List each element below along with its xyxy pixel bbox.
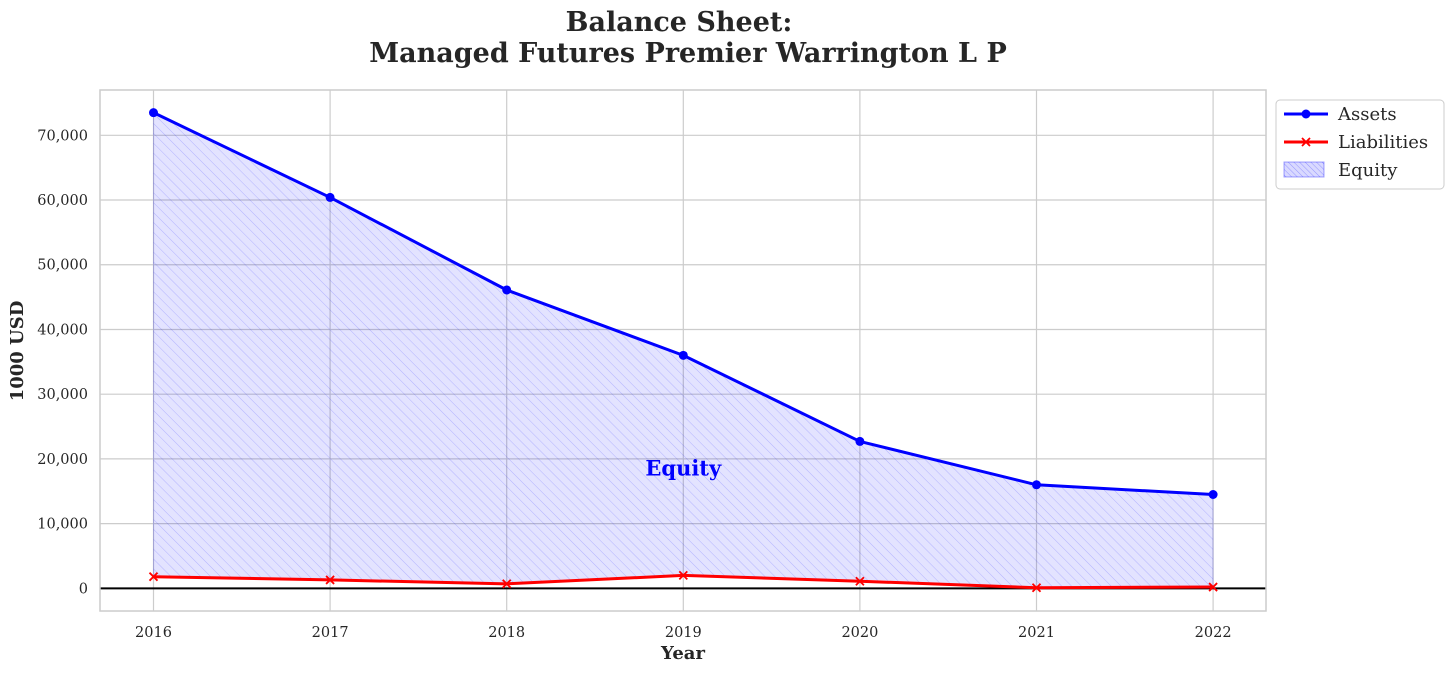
equity-hatch [153, 112, 1214, 588]
x-tick-label: 2016 [135, 625, 172, 641]
liabilities-point [1208, 582, 1218, 592]
y-tick-label: 30,000 [37, 387, 88, 403]
legend-liabilities-marker [1301, 137, 1311, 147]
legend: Assets Liabilities Equity [1275, 99, 1445, 190]
assets-point [855, 436, 865, 446]
liabilities-point [678, 570, 688, 581]
liabilities-point [502, 579, 512, 589]
assets-point [1208, 490, 1218, 500]
x-tick-label: 2019 [665, 625, 702, 641]
x-tick-label: 2018 [488, 625, 525, 641]
plot-frame [99, 89, 1267, 612]
y-tick-label: 50,000 [37, 258, 88, 274]
plot-area: Equity 0 10,000 20,000 30,000 40,000 50,000 60,… [37, 89, 1267, 641]
x-tick-label: 2017 [312, 625, 349, 641]
assets-point [149, 108, 158, 118]
legend-equity-label: Equity [1338, 160, 1398, 181]
legend-equity-hatch [1284, 162, 1324, 177]
y-tick-label: 70,000 [37, 128, 88, 144]
assets-point [1032, 480, 1041, 490]
y-axis-label: 1000 USD [7, 301, 28, 402]
assets-point [678, 350, 688, 360]
y-tick-label: 20,000 [37, 452, 88, 468]
x-axis-label: Year [660, 643, 705, 664]
x-tick-label: 2022 [1195, 625, 1232, 641]
chart-title-line-1: Balance Sheet: [566, 7, 793, 38]
liabilities-point [1031, 583, 1042, 593]
assets-point [325, 192, 335, 202]
y-tick-label: 10,000 [37, 517, 88, 533]
equity-annotation: Equity [645, 456, 722, 481]
chart-title-line-2: Managed Futures Premier Warrington L P [369, 38, 1007, 69]
y-tick-label: 60,000 [37, 193, 88, 209]
liabilities-point [148, 572, 159, 582]
legend-assets-label: Assets [1337, 104, 1397, 125]
liabilities-point [325, 575, 335, 585]
legend-liabilities-label: Liabilities [1338, 132, 1428, 153]
y-tick-label: 40,000 [37, 322, 88, 338]
legend-assets-marker [1301, 109, 1311, 119]
assets-point [502, 285, 512, 295]
y-tick-label: 0 [79, 581, 88, 597]
x-tick-label: 2020 [841, 625, 878, 641]
liabilities-point [855, 576, 865, 586]
x-tick-label: 2021 [1018, 625, 1055, 641]
